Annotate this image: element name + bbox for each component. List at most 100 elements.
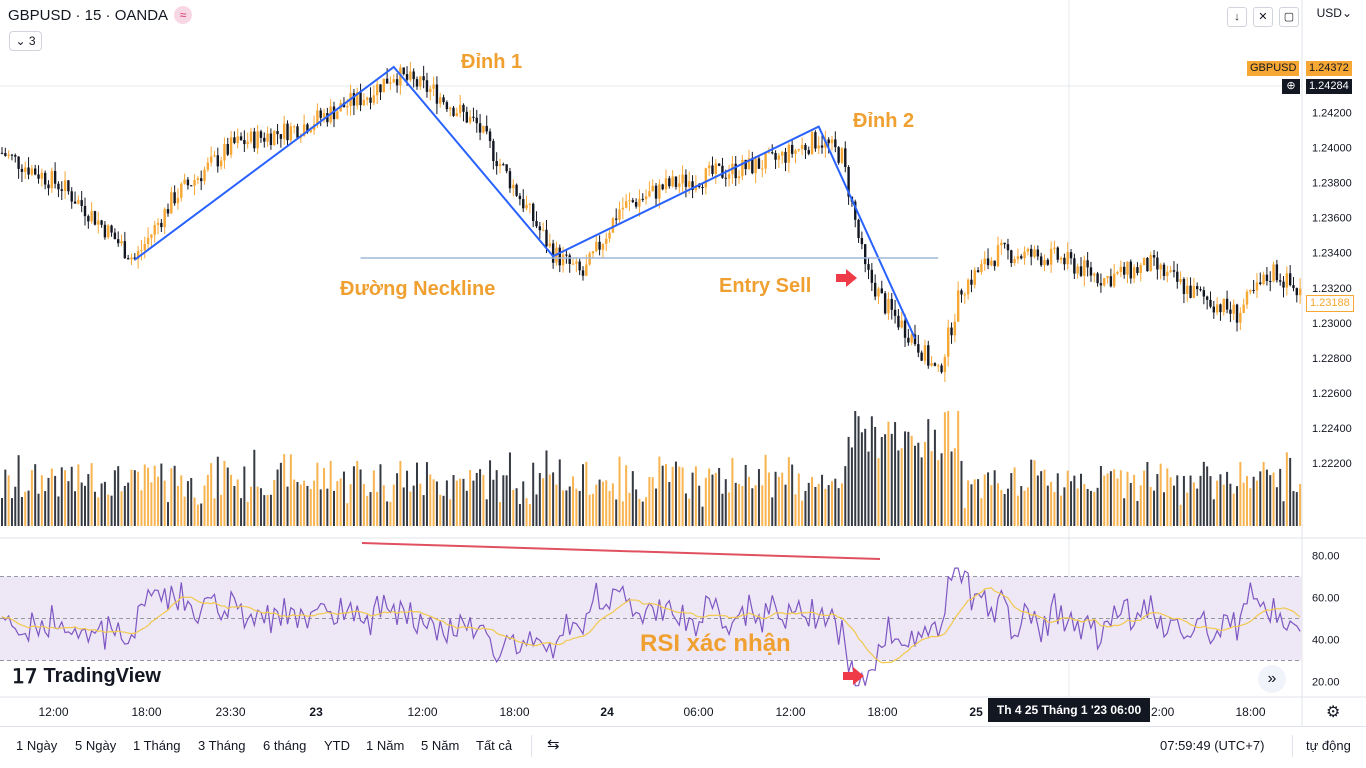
candle-body — [485, 125, 488, 132]
range-all[interactable]: Tất cả — [476, 738, 513, 753]
candle-body — [684, 174, 688, 187]
range-6m[interactable]: 6 tháng — [263, 738, 307, 753]
volume-bar — [226, 467, 229, 526]
candle-body — [1245, 291, 1249, 305]
volume-bar — [1020, 486, 1023, 526]
chevron-double-right-icon[interactable]: » — [1258, 665, 1286, 693]
candle-body — [1066, 252, 1069, 265]
candle-body — [1179, 279, 1182, 282]
volume-bar — [910, 435, 913, 526]
volume-bar — [821, 474, 824, 526]
candle-body — [1049, 248, 1053, 265]
candle-body — [1222, 298, 1225, 313]
candle-body — [953, 321, 957, 336]
candle-body — [867, 264, 870, 270]
candle-body — [671, 176, 674, 187]
range-5d[interactable]: 5 Ngày — [75, 738, 117, 753]
candle-body — [877, 288, 880, 297]
candle-body — [4, 153, 7, 156]
candle-body — [1186, 285, 1189, 294]
auto-scale-toggle[interactable]: tự động — [1306, 738, 1351, 753]
rsi-line — [1, 567, 1301, 687]
collapse-icon[interactable]: ✕ — [1253, 7, 1273, 27]
range-1y[interactable]: 1 Năm — [366, 738, 405, 753]
candle-body — [392, 79, 395, 83]
volume-bar — [64, 470, 67, 526]
candle-body — [668, 178, 671, 187]
volume-bar — [940, 453, 943, 526]
volume-bar — [37, 493, 40, 526]
calendar-range-icon[interactable]: ⇆ — [547, 736, 560, 753]
wave-icon[interactable]: ≈ — [174, 6, 193, 24]
candle-body — [1113, 273, 1116, 287]
volume-bar — [1282, 501, 1285, 526]
price-axis-label: 1.22400 — [1312, 423, 1352, 435]
volume-bar — [748, 476, 750, 526]
symbol-title[interactable]: GBPUSD · 15 · OANDA — [8, 6, 169, 24]
candle-body — [140, 250, 143, 252]
candle-body — [146, 237, 150, 245]
volume-bar — [645, 497, 648, 526]
volume-bar — [366, 495, 369, 526]
range-5y[interactable]: 5 Năm — [421, 738, 460, 753]
volume-bar — [1119, 470, 1122, 526]
range-ytd[interactable]: YTD — [324, 738, 350, 753]
volume-bar — [1212, 499, 1215, 526]
candle-body — [1229, 309, 1232, 314]
volume-bar — [1179, 504, 1182, 526]
price-axis-label: 1.23600 — [1312, 213, 1352, 225]
volume-bar — [220, 494, 223, 526]
volume-bar — [807, 482, 810, 526]
volume-bar — [1126, 471, 1129, 526]
volume-bar — [276, 469, 279, 526]
rsi-axis-label: 60.00 — [1312, 593, 1340, 605]
candle-body — [1225, 298, 1229, 310]
rsi-axis-label: 20.00 — [1312, 677, 1340, 689]
volume-bar — [1053, 491, 1056, 526]
interval-badge[interactable]: ⌄ 3 — [9, 31, 42, 51]
candle-body — [588, 253, 591, 265]
rsi-ma-line — [1, 587, 1301, 664]
volume-bar — [801, 500, 804, 526]
add-crosshair-icon[interactable]: ⊕ — [1282, 79, 1300, 94]
volume-bar — [552, 472, 555, 526]
volume-bar — [791, 464, 794, 526]
candle-body — [482, 125, 485, 133]
currency-select[interactable]: USD⌄ — [1316, 6, 1352, 20]
volume-bar — [84, 485, 86, 526]
volume-bar — [180, 475, 183, 526]
candle-body — [910, 334, 913, 343]
fullscreen-icon[interactable]: ▢ — [1279, 7, 1299, 27]
range-1d[interactable]: 1 Ngày — [16, 738, 58, 753]
candle-body — [1159, 264, 1162, 270]
volume-bar — [1080, 473, 1082, 526]
chart-canvas[interactable]: 1.24200 1.24000 1.23800 1.23600 1.23400 1.232… — [0, 0, 1366, 726]
candle-body — [153, 224, 156, 235]
arrow-down-icon[interactable]: ↓ — [1227, 7, 1247, 27]
volume-bar — [167, 502, 169, 526]
volume-bar — [97, 497, 100, 526]
volume-bar — [269, 494, 272, 526]
volume-bar — [362, 484, 365, 526]
volume-bar — [698, 485, 701, 526]
candle-body — [316, 110, 319, 125]
volume-bar — [163, 480, 166, 526]
volume-bar — [548, 474, 551, 526]
candle-body — [1103, 278, 1106, 286]
range-1m[interactable]: 1 Tháng — [133, 738, 181, 753]
volume-bar — [711, 474, 714, 526]
volume-bar — [1186, 492, 1189, 526]
candle-body — [674, 176, 678, 187]
volume-bar — [744, 464, 747, 526]
candle-body — [1043, 259, 1046, 266]
candle-body — [538, 226, 542, 231]
range-3m[interactable]: 3 Tháng — [198, 738, 246, 753]
candle-body — [306, 124, 309, 133]
gear-icon[interactable]: ⚙ — [1326, 704, 1341, 721]
volume-bar — [113, 470, 116, 526]
volume-bar — [1010, 473, 1013, 526]
volume-bar — [183, 496, 186, 526]
candle-body — [741, 159, 744, 177]
volume-bar — [425, 462, 428, 526]
volume-bar — [293, 479, 296, 526]
